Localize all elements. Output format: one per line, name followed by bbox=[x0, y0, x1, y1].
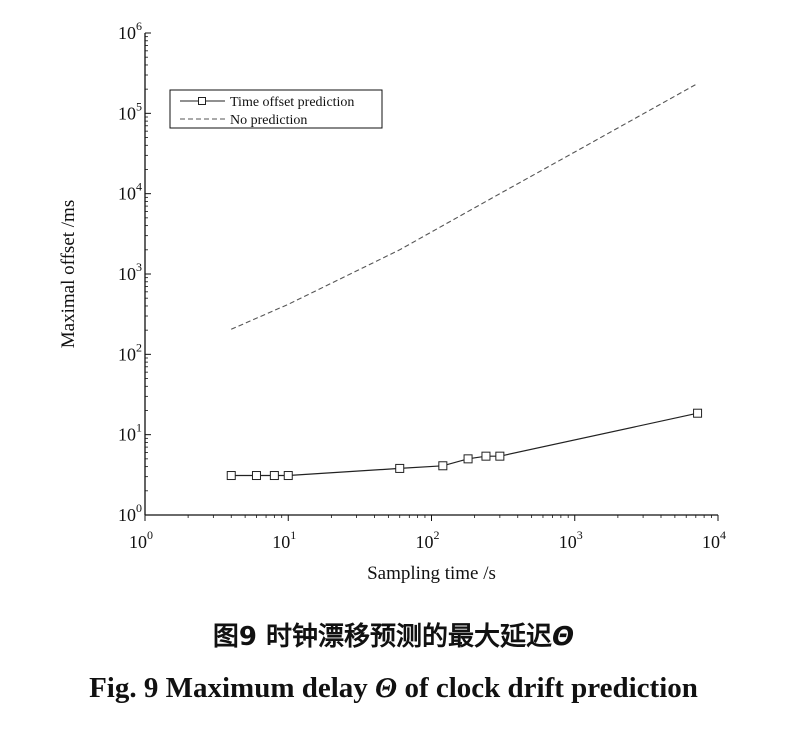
y-tick-label: 100 bbox=[118, 501, 142, 525]
data-point bbox=[269, 471, 279, 481]
axes: 100 101 102 103 104 100 101 102 103 104 105 106 Samp… bbox=[58, 19, 726, 584]
legend-label-1: No prediction bbox=[230, 113, 307, 128]
data-point bbox=[283, 471, 293, 481]
y-tick-label: 103 bbox=[118, 260, 142, 284]
y-tick-label: 101 bbox=[118, 421, 142, 445]
caption-en-symbol: Θ bbox=[375, 672, 398, 704]
caption-cn-prefix: 图9 时钟漂移预测的最大延迟 bbox=[212, 622, 553, 652]
y-axis-label: Maximal offset /ms bbox=[58, 200, 79, 348]
legend-marker bbox=[198, 97, 206, 105]
data-point bbox=[495, 451, 505, 461]
figure-caption-english: Fig. 9 Maximum delay Θ of clock drift pr… bbox=[0, 672, 787, 705]
data-point bbox=[438, 461, 448, 471]
legend-box bbox=[169, 89, 383, 129]
data-point bbox=[481, 451, 491, 461]
data-point bbox=[226, 471, 236, 481]
data-point bbox=[693, 408, 703, 418]
figure-caption-chinese: 图9 时钟漂移预测的最大延迟Θ bbox=[0, 616, 787, 653]
caption-en-prefix: Fig. 9 Maximum delay bbox=[89, 672, 368, 704]
y-tick-label: 106 bbox=[118, 19, 142, 43]
series-line-1 bbox=[230, 83, 698, 330]
x-tick-label: 100 bbox=[129, 528, 153, 552]
series-layer bbox=[226, 83, 703, 481]
y-tick-label: 104 bbox=[118, 180, 142, 204]
y-tick-label: 105 bbox=[118, 99, 142, 123]
data-point bbox=[251, 471, 261, 481]
legend: Time offset prediction No prediction bbox=[169, 89, 383, 129]
chart-area: 100 101 102 103 104 100 101 102 103 104 105 106 Samp… bbox=[58, 19, 726, 584]
x-tick-label: 104 bbox=[702, 528, 726, 552]
caption-en-suffix: of clock drift prediction bbox=[404, 672, 698, 704]
data-point bbox=[463, 454, 473, 464]
x-axis-label: Sampling time /s bbox=[367, 563, 496, 584]
y-tick-label: 102 bbox=[118, 340, 142, 364]
legend-label-0: Time offset prediction bbox=[230, 95, 354, 110]
x-tick-label: 102 bbox=[416, 528, 440, 552]
x-tick-label: 101 bbox=[272, 528, 296, 552]
series-line-0 bbox=[231, 412, 698, 477]
caption-cn-symbol: Θ bbox=[552, 622, 575, 652]
x-tick-label: 103 bbox=[559, 528, 583, 552]
data-point bbox=[395, 463, 405, 473]
